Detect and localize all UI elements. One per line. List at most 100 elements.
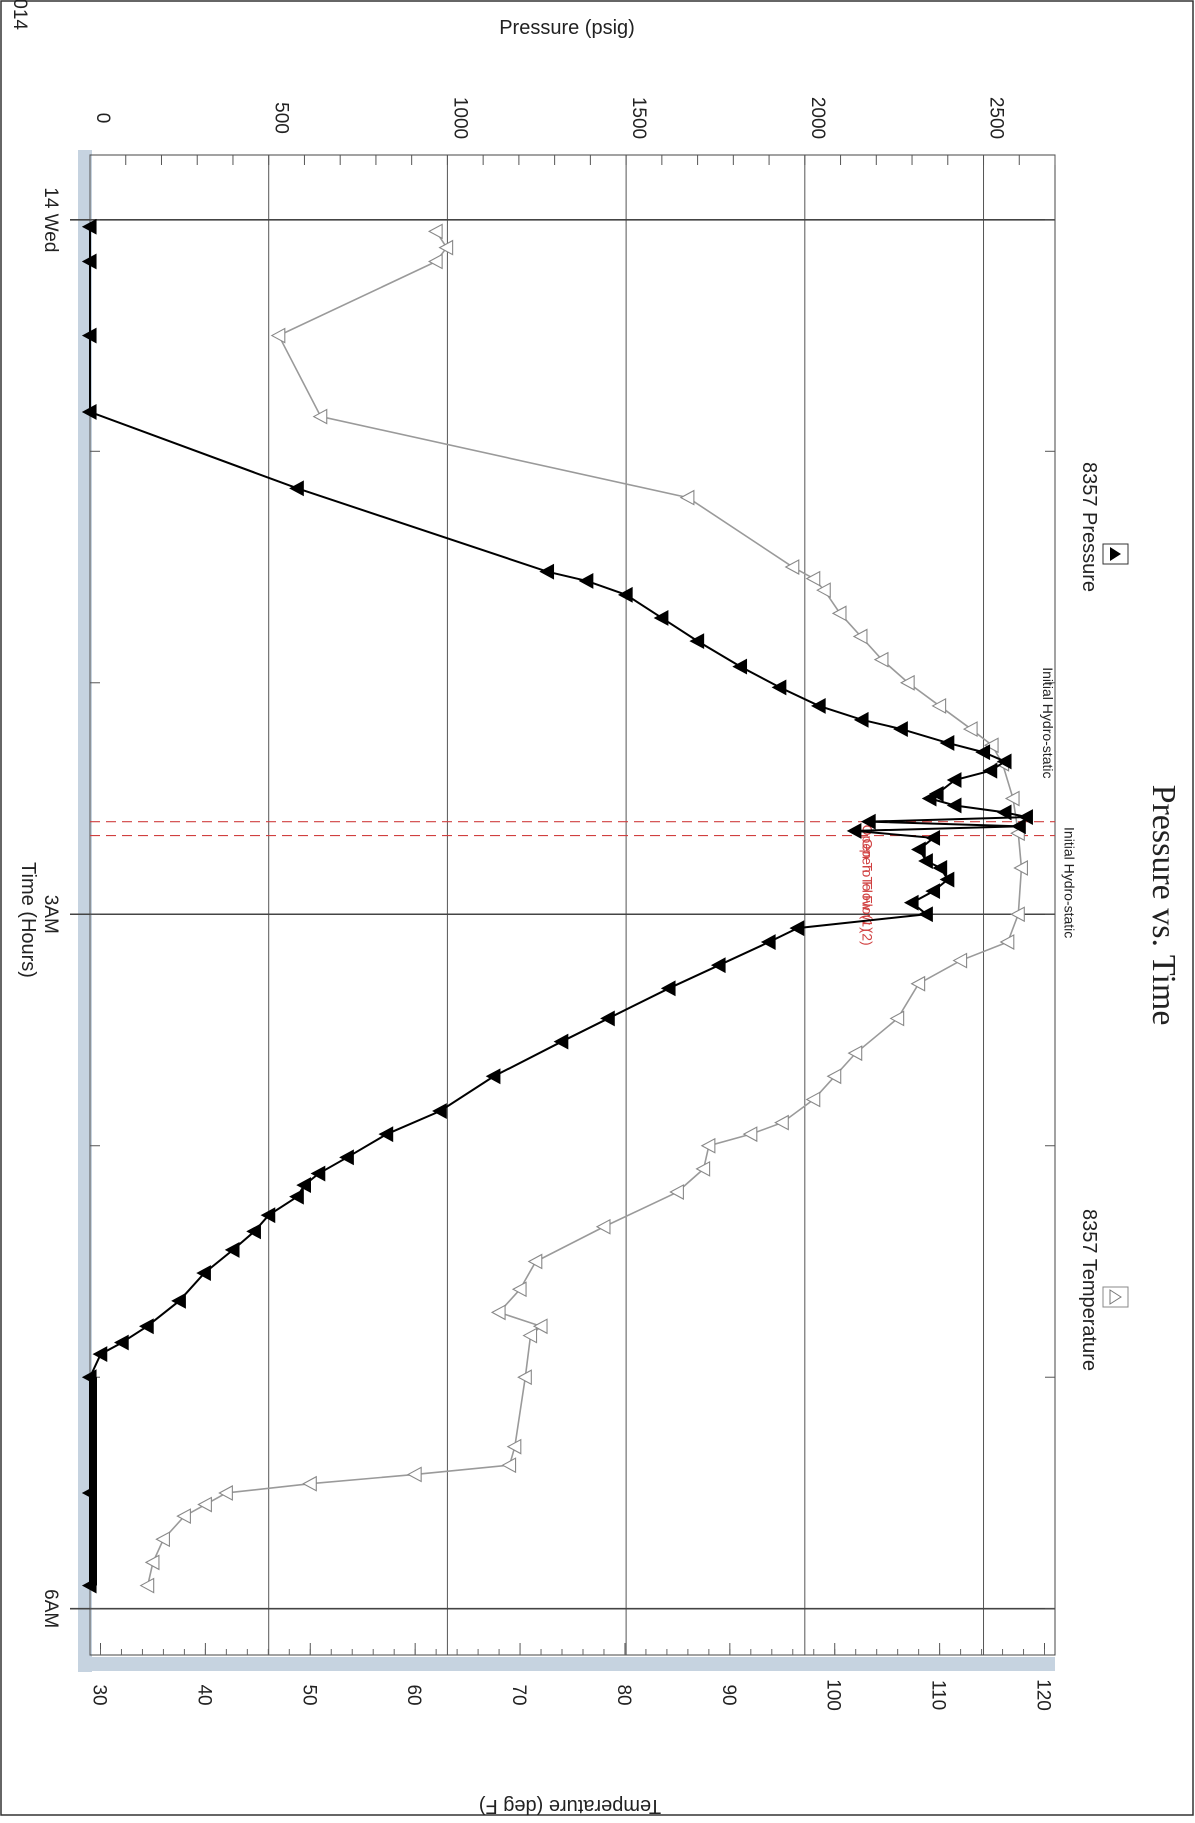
pressure-point	[946, 797, 962, 814]
pressure-point	[653, 610, 669, 626]
pressure-point	[260, 1207, 276, 1224]
temperature-point	[695, 1160, 711, 1177]
pressure-point	[975, 744, 991, 761]
temperature-point	[427, 253, 443, 270]
temperature-tick-label: 60	[403, 1684, 424, 1705]
pressure-tick-label: 0	[92, 113, 113, 124]
legend-pressure-label: 8357 Pressure	[1078, 462, 1100, 592]
pressure-point	[196, 1265, 211, 1281]
temperature-point	[1004, 790, 1020, 807]
pressure-point	[921, 790, 937, 807]
pressure-point	[171, 1292, 186, 1309]
temperature-point	[805, 1091, 821, 1108]
bottom-edge-band	[78, 1657, 1055, 1671]
temperature-point	[139, 1577, 155, 1594]
temperature-tick-label: 100	[823, 1679, 844, 1711]
pressure-point	[1011, 818, 1026, 835]
legend-temperature-swatch	[1102, 1286, 1129, 1308]
legend-temperature: 8357 Temperature	[1078, 1209, 1129, 1371]
pressure-point	[996, 753, 1012, 770]
temperature-axis-title: Temperature (deg F)	[479, 1795, 661, 1817]
temperature-point	[490, 1304, 506, 1321]
temperature-point	[910, 975, 926, 992]
time-tick-label: 6AM	[40, 1589, 61, 1628]
temperature-point	[532, 1318, 548, 1335]
pressure-point	[911, 841, 926, 858]
pressure-point	[771, 679, 787, 696]
time-tick-label: 3AM	[40, 895, 61, 934]
pressure-point	[732, 658, 748, 675]
temperature-tick-label: 50	[298, 1684, 319, 1705]
pressure-point	[918, 853, 933, 869]
open-to-flow-label: Open To Flow (1)	[859, 825, 875, 932]
initial-hydrostatic-label: Initial Hydro-static	[1061, 827, 1077, 938]
temperature-tick-label: 90	[718, 1684, 739, 1705]
temperature-point	[595, 1218, 611, 1235]
legend-temperature-marker-icon	[1109, 1289, 1122, 1305]
temperature-point	[962, 721, 978, 737]
pressure-point	[378, 1126, 394, 1143]
pressure-point	[846, 823, 862, 839]
legend-pressure: 8357 Pressure	[1078, 462, 1129, 592]
pressure-point	[789, 920, 805, 937]
temperature-point	[438, 239, 454, 256]
pressure-point	[289, 480, 304, 497]
legend-pressure-marker-icon	[1110, 547, 1121, 561]
pressure-point	[310, 1165, 326, 1182]
temperature-tick-label: 70	[508, 1684, 529, 1705]
temperature-point	[826, 1068, 842, 1085]
pressure-tick-label: 1000	[449, 97, 470, 139]
temperature-point	[847, 1045, 863, 1062]
temperature-point	[679, 489, 695, 506]
pressure-point	[485, 1068, 501, 1085]
annotations: Initial Hydro-static Initial Hydro-static	[1040, 667, 1077, 938]
pressure-point	[81, 327, 97, 344]
temperature-point	[784, 559, 800, 575]
pressure-point	[246, 1223, 261, 1240]
pressure-point	[903, 894, 919, 911]
pressure-point	[139, 1318, 154, 1335]
temperature-point	[427, 223, 443, 240]
temperature-point	[700, 1137, 716, 1154]
pressure-point	[92, 1346, 108, 1362]
open-to-flow-label: Open To Flow (2)	[859, 839, 875, 946]
temperature-point	[899, 674, 915, 691]
temperature-point	[889, 1010, 905, 1027]
temperature-point	[517, 1369, 532, 1386]
pressure-point	[1018, 809, 1033, 825]
temperature-point	[952, 952, 968, 969]
temperature-point	[506, 1438, 522, 1455]
temperature-point	[852, 628, 868, 645]
pressure-axis-title: Pressure (psig)	[499, 17, 635, 39]
x-axis-title: Time (Hours)	[17, 862, 39, 978]
temperature-tick-label: 30	[88, 1684, 109, 1705]
pressure-point	[114, 1334, 129, 1351]
pressure-point	[710, 957, 726, 974]
temperature-point	[407, 1466, 422, 1483]
series	[81, 218, 1033, 1594]
temperature-point	[805, 570, 821, 587]
initial-hydrostatic-label: Initial Hydro-static	[1040, 667, 1056, 778]
temperature-point	[831, 605, 847, 622]
temperature-tick-label: 120	[1033, 1679, 1054, 1711]
pressure-point	[689, 633, 705, 650]
temperature-point	[511, 1281, 527, 1298]
pressure-point	[810, 698, 826, 714]
temperature-point	[218, 1485, 233, 1501]
pressure-point	[932, 860, 948, 876]
pressure-point	[660, 980, 676, 997]
pressure-point	[939, 735, 955, 751]
pressure-point	[946, 772, 962, 788]
pressure-tick-label: 1500	[628, 97, 649, 139]
pressure-tick-label: 2000	[807, 97, 828, 139]
temperature-point	[873, 651, 889, 668]
temperature-point	[527, 1253, 543, 1270]
pressure-point	[339, 1149, 354, 1166]
pressure-point	[81, 404, 97, 420]
pressure-tick-label: 2500	[986, 97, 1007, 139]
temperature-point	[1013, 860, 1028, 876]
temperature-point	[501, 1457, 517, 1474]
